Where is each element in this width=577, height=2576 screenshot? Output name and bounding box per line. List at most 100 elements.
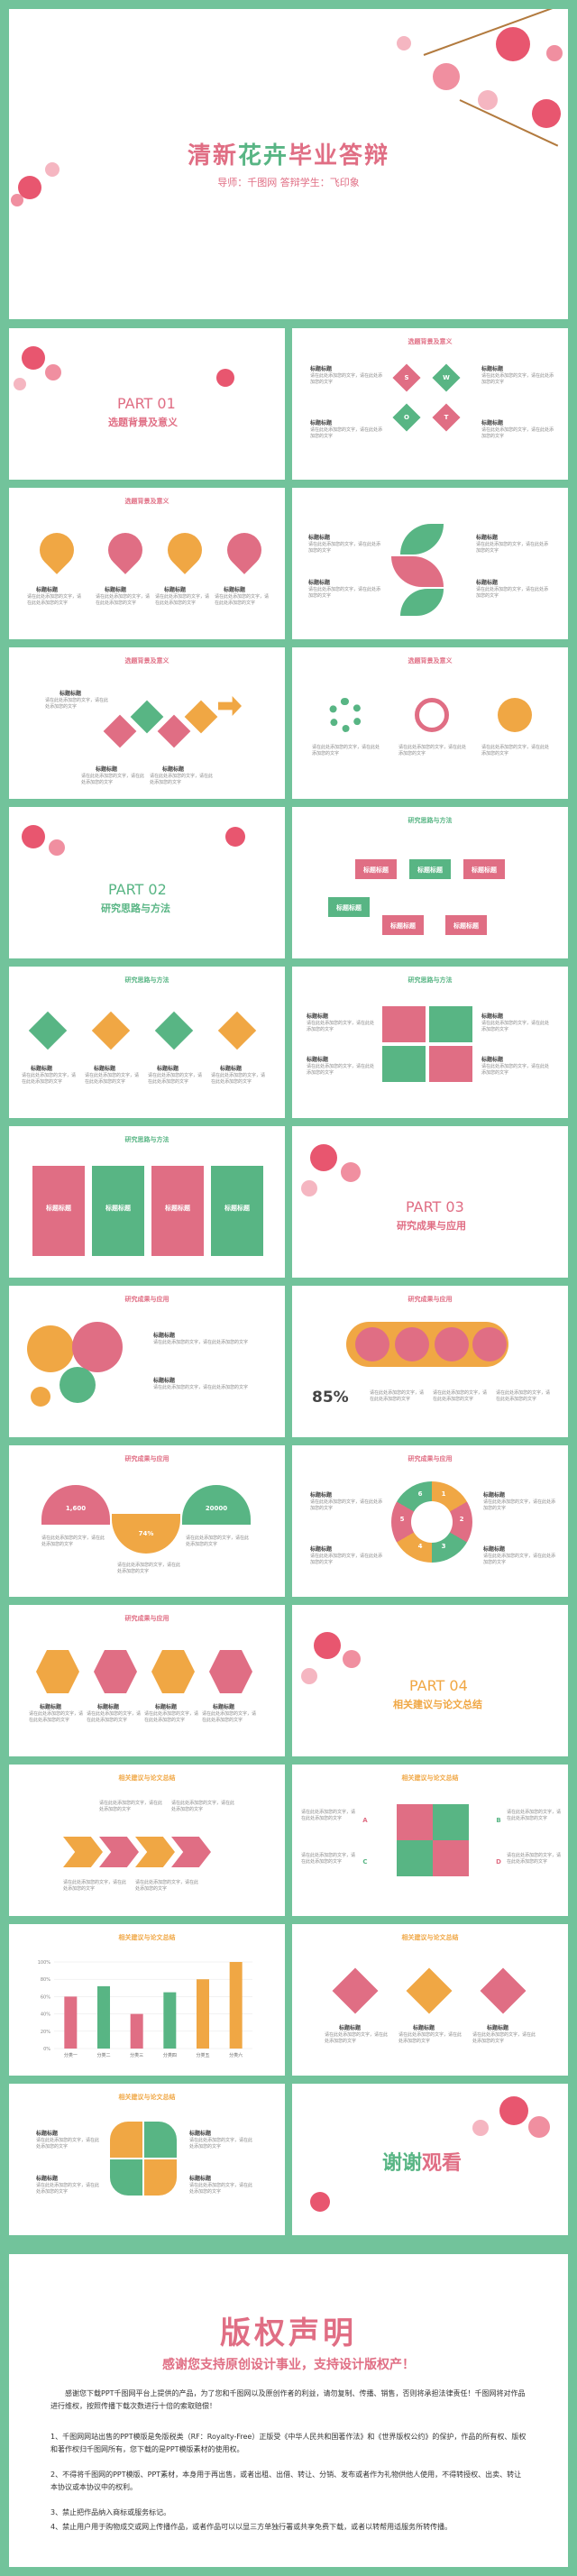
zigzag-slide: 选题背景及意义 标题标题 请在此处添加您的文字，请在此处添加您的文字 标题标题 … bbox=[9, 647, 285, 799]
location-pin-icon bbox=[429, 1006, 472, 1042]
city-icon bbox=[406, 1967, 453, 2014]
item-title: 标题标题 bbox=[96, 766, 118, 773]
part-02-slide: PART 02 研究思路与方法 bbox=[9, 807, 285, 958]
item-title: 标题标题 bbox=[40, 1704, 62, 1710]
bar bbox=[97, 1985, 110, 2049]
slide-title: 相关建议与论文总结 bbox=[118, 2094, 176, 2101]
copyright-title: 版权声明 bbox=[220, 2315, 357, 2351]
y-tick-label: 80% bbox=[41, 1977, 50, 1983]
leaf-shape bbox=[400, 524, 444, 555]
x-tick-label: 分类五 bbox=[196, 2052, 209, 2058]
part-subtitle: 研究成果与应用 bbox=[397, 1220, 466, 1232]
item-title: 标题标题 bbox=[164, 587, 187, 593]
blossom-icon bbox=[433, 63, 460, 90]
item-text: 请在此处添加您的文字，请在此处添加您的文字 bbox=[476, 587, 549, 599]
item-text: 请在此处添加您的文字，请在此处添加您的文字 bbox=[325, 2032, 389, 2044]
tag-box bbox=[445, 915, 487, 935]
bubble-circle bbox=[472, 1327, 507, 1361]
item-title: 标题标题 bbox=[157, 1066, 179, 1072]
bar bbox=[197, 1979, 209, 2049]
people-icon bbox=[94, 1650, 137, 1693]
item-text: 请在此处添加您的文字，请在此处添加您的文字 bbox=[96, 594, 151, 606]
item-title: 标题标题 bbox=[105, 587, 127, 593]
item-title: 标题标题 bbox=[307, 1057, 329, 1063]
item-text: 请在此处添加您的文字，请在此处添加您的文字 bbox=[186, 1536, 250, 1547]
bubble-circle bbox=[355, 1327, 389, 1361]
card-title: 标题标题 bbox=[224, 1205, 250, 1212]
copyright-item: 2、不得将千图网的PPT模版、PPT素材，本身用于再出售，或者出租、出借、转让、… bbox=[50, 2471, 522, 2491]
tag-label: 标题标题 bbox=[472, 866, 497, 874]
item-text: 请在此处添加您的文字，请在此处添加您的文字 bbox=[308, 542, 381, 554]
blossom-icon bbox=[216, 369, 234, 387]
item-text: 请在此处添加您的文字，请在此处添加您的文字 bbox=[153, 1385, 249, 1390]
quadrant-letter: C bbox=[362, 1858, 368, 1866]
item-title: 标题标题 bbox=[97, 1704, 120, 1710]
item-text: 请在此处添加您的文字，请在此处添加您的文字 bbox=[211, 1073, 266, 1085]
leaf-shape bbox=[391, 556, 444, 587]
zigzag-diamond bbox=[103, 714, 137, 748]
item-text: 请在此处添加您的文字，请在此处添加您的文字 bbox=[483, 1499, 556, 1511]
hero-title-part: 毕业答辩 bbox=[288, 142, 390, 170]
blossom-icon bbox=[14, 378, 26, 390]
part-subtitle: 选题背景及意义 bbox=[108, 417, 178, 428]
ring-number: 5 bbox=[399, 1516, 405, 1523]
slide-title: 研究思路与方法 bbox=[408, 976, 453, 984]
item-title: 标题标题 bbox=[155, 1704, 178, 1710]
alarm-clock-icon bbox=[415, 698, 449, 732]
item-title: 标题标题 bbox=[162, 766, 185, 773]
part-number: PART 02 bbox=[108, 881, 167, 898]
copyright-item: 4、禁止用户用于购物成交或网上传播作品，或者作品可以以显三方单独行署或共享免费下… bbox=[50, 2523, 453, 2531]
bubble-circle bbox=[60, 1367, 96, 1403]
item-title: 标题标题 bbox=[481, 420, 504, 426]
item-title: 标题标题 bbox=[31, 1066, 53, 1072]
item-text: 请在此处添加您的文字，请在此处添加您的文字 bbox=[398, 2032, 463, 2044]
item-title: 标题标题 bbox=[36, 2131, 59, 2137]
item-text: 请在此处添加您的文字，请在此处添加您的文字 bbox=[310, 1499, 383, 1511]
slide-title: 研究思路与方法 bbox=[408, 817, 453, 824]
blossom-icon bbox=[22, 346, 45, 370]
abcd-slide: 相关建议与论文总结 A B C D 请在此处添加您的文字，请在此处添加您的文字 … bbox=[292, 1765, 568, 1916]
slide-title: 研究成果与应用 bbox=[408, 1296, 453, 1303]
item-title: 标题标题 bbox=[36, 2176, 59, 2182]
slide-title: 选题背景及意义 bbox=[408, 338, 453, 345]
item-text: 请在此处添加您的文字，请在此处添加您的文字 bbox=[215, 594, 270, 606]
item-text: 请在此处添加您的文字，请在此处添加您的文字 bbox=[29, 1711, 84, 1723]
item-text: 请在此处添加您的文字，请在此处添加您的文字 bbox=[472, 2032, 536, 2044]
grid-tiles-slide: 研究思路与方法 标题标题 请在此处添加您的文字，请在此处添加您的文字 标题标题 … bbox=[292, 967, 568, 1118]
rocket-icon bbox=[480, 1967, 527, 2014]
y-tick-label: 60% bbox=[41, 1994, 50, 2000]
thanks-part: 谢谢 bbox=[382, 2152, 423, 2175]
blossom-icon bbox=[45, 364, 61, 380]
stat-value: 1,600 bbox=[65, 1505, 87, 1512]
item-text: 请在此处添加您的文字，请在此处添加您的文字 bbox=[301, 1853, 356, 1865]
bar bbox=[163, 1992, 177, 2049]
cycle-slide: 相关建议与论文总结 标题标题 请在此处添加您的文字，请在此处添加您的文字 标题标… bbox=[9, 2084, 285, 2235]
at-icon bbox=[101, 526, 150, 574]
item-title: 标题标题 bbox=[310, 366, 333, 372]
item-text: 请在此处添加您的文字，请在此处添加您的文字 bbox=[481, 373, 554, 385]
clock-icon bbox=[160, 526, 209, 574]
zigzag-diamond bbox=[157, 714, 191, 748]
item-text: 请在此处添加您的文字，请在此处添加您的文字 bbox=[135, 1880, 199, 1892]
gear-icon bbox=[328, 698, 362, 732]
thanks-part: 观看 bbox=[422, 2152, 463, 2175]
bubble-circle bbox=[31, 1387, 50, 1407]
chain-icon bbox=[382, 1006, 426, 1042]
item-text: 请在此处添加您的文字，请在此处添加您的文字 bbox=[312, 745, 380, 756]
slide-title: 研究成果与应用 bbox=[124, 1615, 169, 1622]
blossom-icon bbox=[496, 27, 530, 61]
tag-box bbox=[328, 897, 370, 917]
swot-s-label: S bbox=[404, 374, 409, 381]
item-title: 标题标题 bbox=[481, 1013, 504, 1020]
blossom-icon bbox=[314, 1632, 341, 1659]
droplet-slide: 选题背景及意义 标题标题 请在此处添加您的文字，请在此处添加您的文字 标题标题 … bbox=[9, 488, 285, 639]
icon-row-slide: 选题背景及意义 请在此处添加您的文字，请在此处添加您的文字 请在此处添加您的文字… bbox=[292, 647, 568, 799]
ring-number: 4 bbox=[417, 1543, 423, 1550]
ring-number: 3 bbox=[441, 1543, 446, 1550]
tag-box bbox=[409, 859, 451, 879]
blossom-icon bbox=[546, 45, 563, 61]
building-icon bbox=[220, 526, 269, 574]
x-tick-label: 分类二 bbox=[96, 2052, 110, 2058]
percent-slide: 研究成果与应用 85% 请在此处添加您的文字，请在此处添加您的文字 请在此处添加… bbox=[292, 1286, 568, 1437]
slide-title: 相关建议与论文总结 bbox=[118, 1774, 176, 1782]
